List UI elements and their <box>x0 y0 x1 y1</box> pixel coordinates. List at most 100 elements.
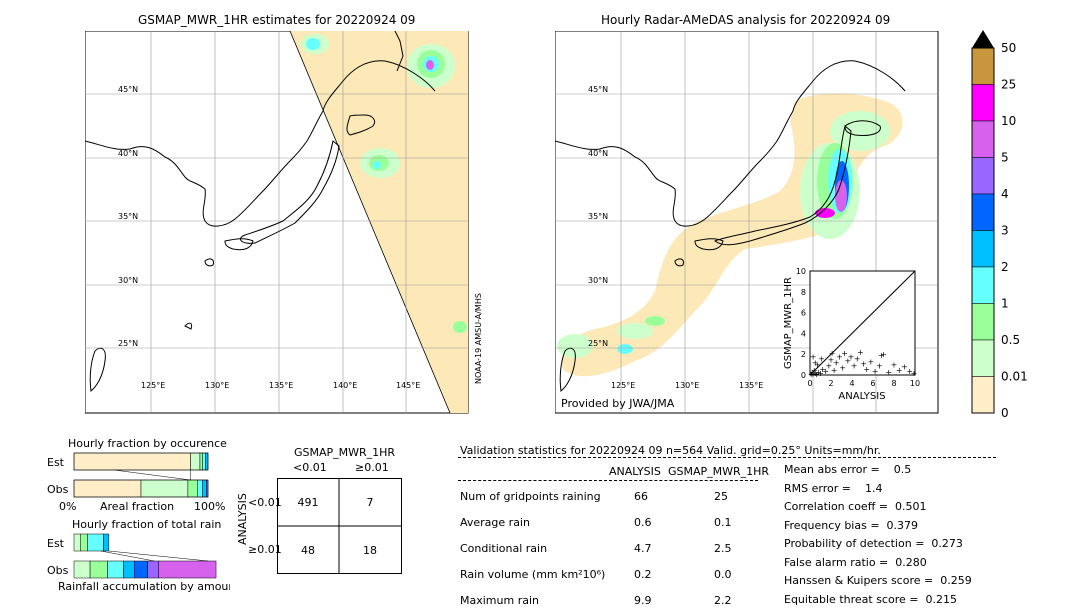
tot-xlabel: Rainfall accumulation by amount <box>58 580 230 593</box>
bar-segment <box>205 452 209 471</box>
left-lat-label: 30°N <box>118 276 138 285</box>
scatter-point: + <box>833 359 840 368</box>
bar-segment <box>73 479 142 498</box>
contingency-cell: 48 <box>301 544 315 557</box>
validation-row-gsmap: 25 <box>714 490 728 503</box>
validation-score: Equitable threat score = 0.215 <box>784 592 957 606</box>
scatter-point: + <box>809 368 816 377</box>
scatter-point: + <box>818 354 825 363</box>
right-lon-label: 135°E <box>739 381 763 390</box>
colorbar-label: 3 <box>1001 224 1009 238</box>
contingency-grid: 491 7 48 18 <box>277 478 402 574</box>
validation-row-analysis: 0.6 <box>634 516 652 529</box>
inset-ytick: 2 <box>801 350 806 359</box>
scatter-point: + <box>810 370 817 379</box>
validation-row-analysis: 66 <box>634 490 648 503</box>
scatter-point: + <box>896 366 903 375</box>
scatter-point: + <box>813 370 820 379</box>
scatter-point: + <box>863 365 870 374</box>
scatter-point: + <box>836 352 843 361</box>
contingency-cell: 7 <box>367 496 374 509</box>
scatter-point: + <box>817 369 824 378</box>
colorbar-segment <box>971 193 995 231</box>
scatter-point: + <box>812 359 819 368</box>
left-lon-label: 145°E <box>396 381 420 390</box>
scatter-point: + <box>851 362 858 371</box>
scatter-point: + <box>868 357 875 366</box>
validation-divider <box>458 457 996 458</box>
scatter-point: + <box>812 369 819 378</box>
right-lat-label: 25°N <box>588 339 608 348</box>
bar-segment <box>199 452 203 471</box>
validation-row-label: Conditional rain <box>460 542 548 555</box>
tot-cat-est: Est <box>47 537 65 550</box>
inset-xtick: 0 <box>807 379 812 388</box>
bar-segment <box>107 560 124 579</box>
bar-segment <box>187 479 198 498</box>
validation-row-gsmap: 0.1 <box>714 516 732 529</box>
validation-col-gsmap: GSMAP_MWR_1HR <box>668 465 770 478</box>
scatter-point: + <box>901 363 908 372</box>
inset-points: +++++++++++++++++++++++++++++++++++++++ + <box>808 348 918 379</box>
left-map-swath <box>290 31 468 413</box>
validation-score: Hanssen & Kuipers score = 0.259 <box>784 574 972 587</box>
bar-segment <box>202 479 207 498</box>
totalrain-title: Hourly fraction of total rain <box>72 518 222 531</box>
scatter-point: + <box>831 366 838 375</box>
left-map-grid <box>85 31 468 413</box>
scatter-point: + <box>876 362 883 371</box>
colorbar-segment <box>971 120 995 158</box>
validation-row-gsmap: 2.5 <box>714 542 732 555</box>
scatter-point: + <box>860 360 867 369</box>
bar-segment <box>197 479 203 498</box>
inset-ytick: 10 <box>796 267 806 276</box>
left-lon-label: 135°E <box>269 381 293 390</box>
left-lat-label: 40°N <box>118 149 138 158</box>
colorbar-label: 5 <box>1001 151 1009 165</box>
bar-segment <box>73 560 91 579</box>
contingency-col-lt: <0.01 <box>293 461 327 474</box>
left-lat-label: 25°N <box>118 339 138 348</box>
validation-row-analysis: 4.7 <box>634 542 652 555</box>
scatter-point: + <box>911 369 918 378</box>
bar-segment <box>202 452 206 471</box>
colorbar-label: 2 <box>1001 260 1009 274</box>
occ-x0: 0% <box>59 500 76 513</box>
contingency-cell: 491 <box>298 496 319 509</box>
scatter-point: + <box>808 370 815 379</box>
colorbar-segment <box>971 84 995 122</box>
occ-xlabel: Areal fraction <box>100 500 174 513</box>
right-lat-label: 35°N <box>588 212 608 221</box>
bar-segment <box>190 452 201 471</box>
right-map-title: Hourly Radar-AMeDAS analysis for 2022092… <box>601 13 891 27</box>
validation-score: False alarm ratio = 0.280 <box>784 555 927 569</box>
scatter-point: + <box>811 366 818 375</box>
colorbar-segment <box>971 376 995 414</box>
validation-score: Correlation coeff = 0.501 <box>784 500 927 513</box>
right-map: 45°N 40°N 35°N 30°N 25°N 125°E 130°E 135… <box>555 31 939 414</box>
scatter-point: + <box>819 365 826 374</box>
scatter-point: + <box>826 362 833 371</box>
colorbar-segment <box>971 230 995 268</box>
right-map-coastline <box>555 60 906 392</box>
bar-segment <box>123 560 135 579</box>
colorbar-segment <box>971 303 995 341</box>
bar-segment <box>73 452 191 471</box>
left-map: 45°N 40°N 35°N 30°N 25°N 125°E 130°E 135… <box>85 31 469 414</box>
scatter-point: + <box>829 349 836 358</box>
scatter-point: + <box>857 348 864 357</box>
validation-row-gsmap: 0.0 <box>714 568 732 581</box>
validation-score: RMS error = 1.4 <box>784 481 883 495</box>
left-lon-label: 125°E <box>141 381 165 390</box>
scatter-point: + <box>815 368 822 377</box>
inset-xtick: 8 <box>891 379 896 388</box>
inset-ytick: 0 <box>801 371 806 380</box>
colorbar-label: 0.01 <box>1001 370 1028 384</box>
inset-scatter: +++++++++++++++++++++++++++++++++++++++ +… <box>783 267 920 402</box>
colorbar-label: 50 <box>1001 41 1016 55</box>
colorbar-label: 10 <box>1001 114 1016 128</box>
credit-label: Provided by JWA/JMA <box>561 397 675 410</box>
validation-row-label: Num of gridpoints raining <box>460 490 601 503</box>
scatter-point: + <box>880 350 887 359</box>
inset-xtick: 6 <box>870 379 875 388</box>
